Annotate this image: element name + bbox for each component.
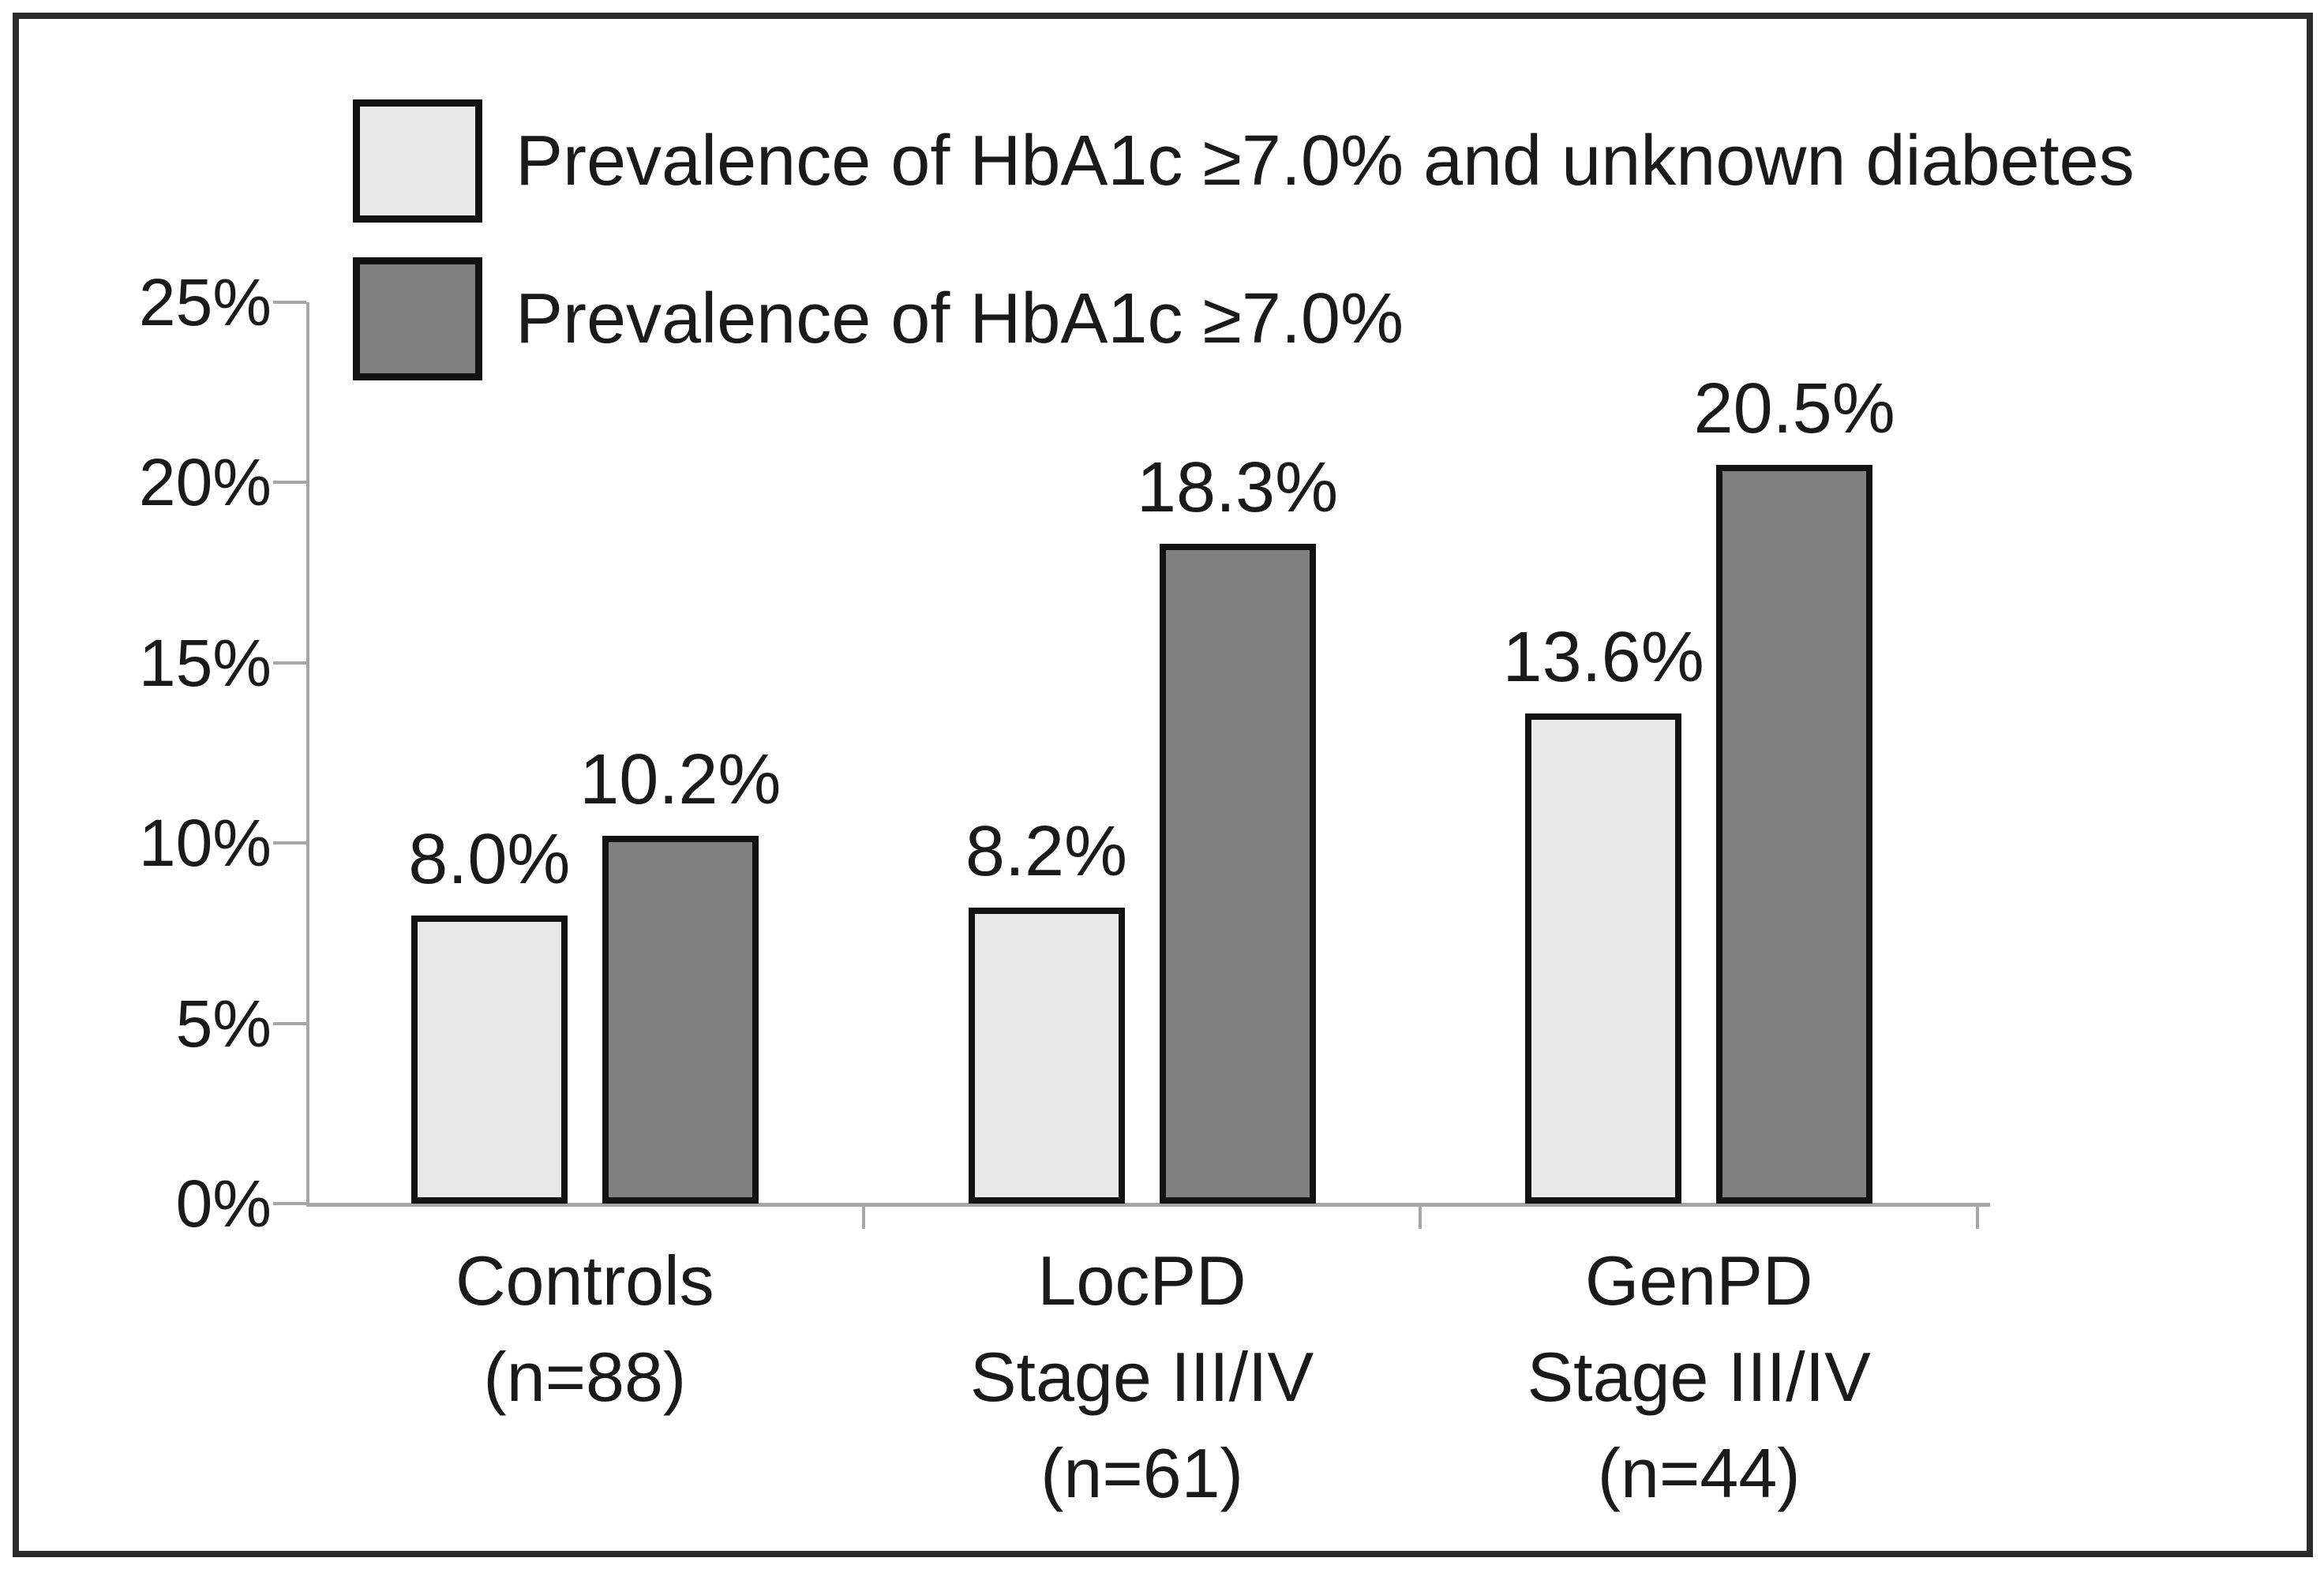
bar-hba1c-genpd: [1716, 464, 1873, 1204]
legend-item-hba1c: Prevalence of HbA1c ≥7.0%: [353, 257, 2135, 380]
legend-swatch-light: [353, 99, 482, 223]
category-label-line: GenPD: [1584, 1241, 1813, 1320]
category-label-line: Controls: [455, 1241, 714, 1320]
category-label-locpd: LocPD Stage III/IV (n=61): [970, 1233, 1314, 1522]
category-boundary-tick: [1976, 1205, 1979, 1229]
category-label-line: LocPD: [1037, 1241, 1246, 1320]
bar-hba1c-unknown-diabetes-controls: [410, 915, 568, 1204]
y-tick-label: 20%: [138, 445, 272, 520]
category-boundary-tick: [861, 1205, 865, 1229]
y-tick: [273, 1202, 306, 1205]
legend-label: Prevalence of HbA1c ≥7.0%: [515, 279, 1404, 358]
category-label-line: (n=88): [483, 1338, 687, 1416]
y-tick: [273, 481, 306, 485]
category-label-line: (n=61): [1040, 1434, 1243, 1512]
y-tick: [273, 301, 306, 304]
x-axis-line: [306, 1203, 1990, 1207]
category-label-line: (n=44): [1597, 1434, 1801, 1512]
y-tick: [273, 661, 306, 665]
legend: Prevalence of HbA1c ≥7.0% and unknown di…: [353, 99, 2135, 415]
bar-value-label: 20.5%: [1693, 369, 1895, 448]
bar-hba1c-unknown-diabetes-locpd: [968, 908, 1125, 1204]
y-tick-label: 0%: [175, 1166, 272, 1241]
y-axis-line: [306, 302, 309, 1207]
bar-value-label: 8.0%: [408, 819, 571, 899]
bar-hba1c-controls: [602, 836, 759, 1204]
y-tick-label: 15%: [138, 625, 272, 700]
bar-value-label: 13.6%: [1502, 617, 1704, 697]
legend-label: Prevalence of HbA1c ≥7.0% and unknown di…: [515, 121, 2135, 200]
y-tick: [273, 1021, 306, 1025]
legend-item-unknown-diabetes: Prevalence of HbA1c ≥7.0% and unknown di…: [353, 99, 2135, 223]
category-boundary-tick: [1419, 1205, 1423, 1229]
bar-hba1c-locpd: [1159, 544, 1316, 1204]
bar-value-label: 10.2%: [579, 740, 782, 820]
bar-hba1c-unknown-diabetes-genpd: [1525, 713, 1682, 1204]
bar-value-label: 8.2%: [965, 812, 1128, 892]
y-tick-label: 10%: [138, 806, 272, 881]
category-label-controls: Controls (n=88): [455, 1233, 714, 1425]
category-label-line: Stage III/IV: [969, 1338, 1314, 1416]
bar-value-label: 18.3%: [1136, 448, 1339, 528]
category-label-genpd: GenPD Stage III/IV (n=44): [1527, 1233, 1870, 1522]
legend-swatch-dark: [353, 257, 482, 380]
y-tick: [273, 841, 306, 845]
y-tick-label: 5%: [175, 986, 272, 1061]
category-label-line: Stage III/IV: [1527, 1338, 1871, 1416]
y-tick-label: 25%: [138, 265, 272, 339]
